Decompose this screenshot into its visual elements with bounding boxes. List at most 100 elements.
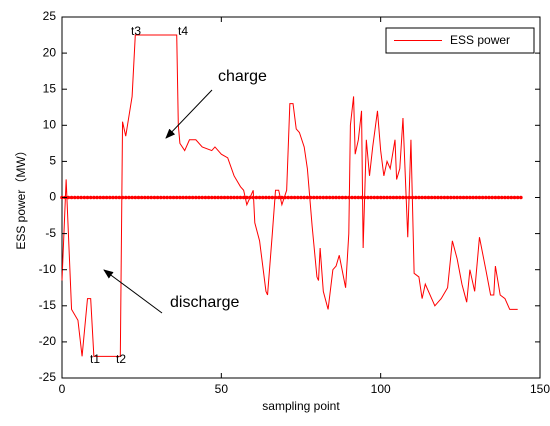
y-tick-label: -25	[39, 370, 57, 384]
baseline-marker	[120, 195, 125, 200]
baseline-marker	[139, 195, 144, 200]
baseline-marker	[133, 195, 138, 200]
baseline-marker	[480, 195, 485, 200]
baseline-marker	[311, 195, 316, 200]
baseline-marker	[471, 195, 475, 200]
x-tick-label: 150	[530, 382, 550, 396]
baseline-marker	[439, 195, 444, 200]
baseline-marker	[117, 195, 122, 200]
y-tick-label: 25	[43, 9, 57, 23]
baseline-marker	[206, 195, 211, 200]
baseline-marker	[254, 195, 259, 200]
baseline-marker	[515, 195, 520, 200]
baseline-marker	[270, 195, 275, 200]
baseline-marker	[123, 195, 128, 200]
baseline-marker	[347, 195, 351, 200]
annotation: t3	[131, 24, 141, 38]
baseline-marker	[88, 195, 93, 200]
baseline-marker	[464, 195, 469, 200]
x-tick-label: 50	[215, 382, 229, 396]
baseline-marker	[315, 195, 319, 200]
baseline-marker	[369, 195, 373, 200]
baseline-marker	[397, 195, 402, 200]
baseline-marker	[222, 195, 227, 200]
baseline-marker	[184, 195, 189, 200]
x-tick-label: 0	[59, 382, 66, 396]
baseline-marker	[143, 195, 147, 200]
baseline-marker	[327, 195, 332, 200]
baseline-marker	[388, 195, 393, 200]
baseline-marker	[194, 195, 198, 200]
annotation: charge	[218, 68, 267, 85]
y-tick-label: -10	[39, 262, 57, 276]
baseline-marker	[445, 195, 450, 200]
baseline-marker	[366, 195, 370, 200]
baseline-marker	[267, 195, 271, 200]
baseline-marker	[318, 195, 322, 200]
baseline-marker	[493, 195, 498, 200]
baseline-marker	[174, 195, 179, 200]
baseline-marker	[85, 195, 90, 200]
baseline-marker	[162, 195, 166, 200]
baseline-marker	[458, 195, 463, 200]
baseline-marker	[111, 195, 115, 200]
baseline-marker	[232, 195, 236, 200]
baseline-marker	[155, 195, 160, 200]
baseline-marker	[229, 195, 233, 200]
baseline-marker	[391, 195, 396, 200]
baseline-marker	[158, 195, 163, 200]
baseline-marker	[343, 195, 348, 200]
arrow	[165, 89, 213, 139]
baseline-marker	[69, 195, 74, 200]
baseline-marker	[146, 195, 150, 200]
baseline-marker	[442, 195, 447, 200]
baseline-marker	[385, 195, 389, 200]
baseline-marker	[76, 195, 80, 200]
annotation: discharge	[170, 294, 239, 311]
baseline-marker	[433, 195, 437, 200]
baseline-marker	[461, 195, 466, 200]
baseline-marker	[429, 195, 434, 200]
baseline-marker	[219, 195, 224, 200]
baseline-marker	[296, 195, 300, 200]
baseline-marker	[503, 195, 507, 200]
baseline-marker	[171, 195, 176, 200]
annotation: t1	[90, 352, 100, 366]
series-line	[61, 34, 518, 357]
y-tick-label: 20	[43, 45, 57, 59]
baseline-marker	[213, 195, 217, 200]
baseline-marker	[496, 195, 501, 200]
baseline-marker	[484, 195, 488, 200]
baseline-marker	[490, 195, 495, 200]
baseline-marker	[203, 195, 208, 200]
baseline-marker	[98, 195, 103, 200]
baseline-marker	[264, 195, 268, 200]
x-tick-label: 100	[371, 382, 391, 396]
annotation: t2	[116, 352, 126, 366]
baseline-marker	[372, 195, 377, 200]
baseline-marker	[340, 195, 345, 200]
baseline-marker	[324, 195, 329, 200]
y-axis-label: ESS power（MW）	[14, 144, 28, 249]
arrow	[103, 269, 163, 314]
baseline-marker	[149, 195, 154, 200]
baseline-marker	[334, 195, 338, 200]
baseline-marker	[130, 195, 134, 200]
baseline-marker	[79, 195, 83, 200]
baseline-marker	[238, 195, 243, 200]
baseline-marker	[455, 195, 459, 200]
y-tick-label: 0	[49, 190, 56, 204]
baseline-marker	[394, 195, 399, 200]
baseline-marker	[499, 195, 504, 200]
baseline-marker	[190, 195, 195, 200]
baseline-marker	[200, 195, 205, 200]
legend-label: ESS power	[450, 33, 510, 47]
baseline-marker	[95, 195, 99, 200]
baseline-marker	[356, 195, 361, 200]
baseline-marker	[299, 195, 303, 200]
baseline-marker	[286, 195, 291, 200]
y-tick-label: -5	[45, 226, 56, 240]
baseline-marker	[448, 195, 453, 200]
